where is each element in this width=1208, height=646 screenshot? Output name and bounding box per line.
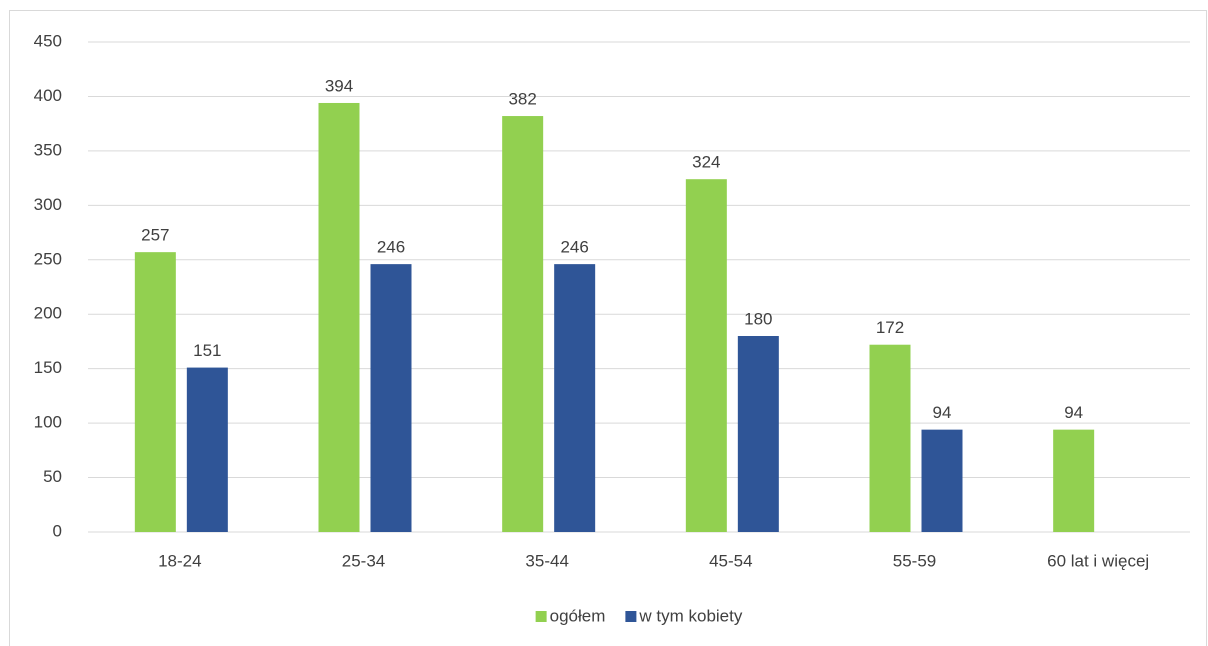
- y-tick-label: 0: [53, 521, 62, 540]
- y-tick-label: 400: [34, 86, 62, 105]
- y-tick-label: 150: [34, 358, 62, 377]
- value-label: 382: [508, 90, 536, 109]
- bar: [921, 429, 963, 532]
- bar: [318, 102, 360, 532]
- legend-label: ogółem: [550, 606, 606, 625]
- value-label: 257: [141, 226, 169, 245]
- bar: [685, 179, 727, 532]
- y-tick-label: 350: [34, 140, 62, 159]
- bar: [370, 264, 412, 532]
- bar: [1053, 429, 1095, 532]
- x-tick-label: 18-24: [158, 551, 201, 570]
- legend-swatch: [535, 611, 547, 622]
- bar: [554, 264, 596, 532]
- value-label: 172: [876, 318, 904, 337]
- y-tick-label: 450: [34, 31, 62, 50]
- value-label: 324: [692, 153, 720, 172]
- value-label: 246: [560, 238, 588, 257]
- legend-label: w tym kobiety: [638, 606, 742, 625]
- bar: [869, 344, 911, 532]
- y-tick-label: 300: [34, 195, 62, 214]
- y-tick-label: 200: [34, 304, 62, 323]
- x-tick-label: 55-59: [893, 551, 936, 570]
- y-tick-label: 250: [34, 249, 62, 268]
- value-label: 394: [325, 76, 353, 95]
- value-label: 180: [744, 309, 772, 328]
- x-tick-label: 45-54: [709, 551, 752, 570]
- value-label: 94: [1064, 403, 1083, 422]
- chart-frame: [9, 10, 1207, 646]
- value-label: 246: [377, 238, 405, 257]
- bar: [502, 116, 544, 533]
- value-label: 94: [933, 403, 952, 422]
- x-tick-label: 60 lat i więcej: [1047, 551, 1149, 570]
- y-tick-label: 50: [43, 467, 62, 486]
- x-tick-label: 35-44: [525, 551, 568, 570]
- x-tick-label: 25-34: [342, 551, 385, 570]
- bar: [186, 367, 228, 532]
- legend-swatch: [625, 611, 637, 622]
- y-tick-label: 100: [34, 413, 62, 432]
- bar: [737, 336, 779, 532]
- value-label: 151: [193, 341, 221, 360]
- bar: [134, 252, 176, 532]
